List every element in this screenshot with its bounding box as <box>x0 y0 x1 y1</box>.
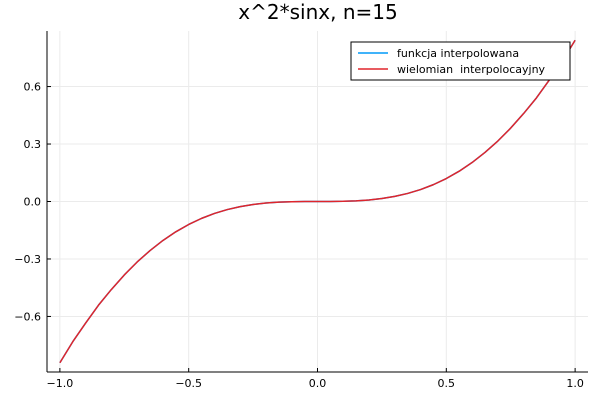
y-tick-label: −0.6 <box>14 310 41 323</box>
grid <box>47 31 588 372</box>
y-tick-label: 0.3 <box>24 138 42 151</box>
x-tick-label: −1.0 <box>47 377 74 390</box>
y-tick-label: 0.6 <box>24 81 42 94</box>
legend-label-wielomian: wielomian interpolocayjny <box>397 63 546 76</box>
series-lines <box>59 39 576 364</box>
legend: funkcja interpolowana wielomian interpol… <box>350 41 571 81</box>
legend-label-funkcja: funkcja interpolowana <box>397 47 519 60</box>
series-line-1 <box>59 39 576 364</box>
axes: −1.0 −0.5 0.0 0.5 1.0 −0.6 −0.3 0.0 0.3 0.6 <box>14 31 588 390</box>
y-tick-label: −0.3 <box>14 253 41 266</box>
x-tick-label: 0.5 <box>438 377 456 390</box>
y-tick-label: 0.0 <box>24 196 42 209</box>
x-tick-label: 0.0 <box>309 377 327 390</box>
chart-title: x^2*sinx, n=15 <box>238 0 397 24</box>
x-tick-label: 1.0 <box>566 377 584 390</box>
x-tick-label: −0.5 <box>175 377 202 390</box>
legend-box <box>350 41 571 81</box>
